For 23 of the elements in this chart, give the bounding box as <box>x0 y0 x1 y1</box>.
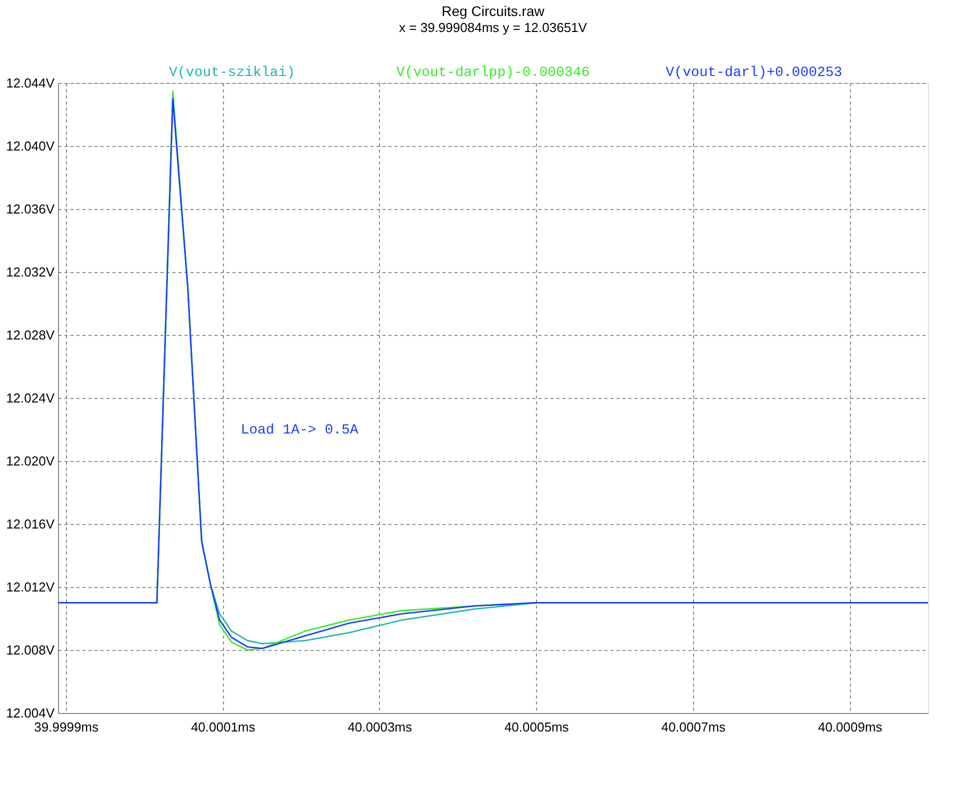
text: V(vout-darl)+0.000253 <box>666 65 842 81</box>
chart-subtitle: x = 39.999084ms y = 12.03651V <box>399 20 588 35</box>
x-tick-label: 40.0009ms <box>818 720 883 734</box>
y-tick-label: 12.032V <box>6 264 55 280</box>
y-tick-label: 12.028V <box>6 328 55 342</box>
text: V(vout-darlpp)-0.000346 <box>396 65 590 81</box>
series-label: V(vout-sziklai) <box>168 65 296 81</box>
y-tick-label: 12.016V <box>6 516 55 532</box>
chart-title: Reg Circuits.raw <box>442 3 546 19</box>
y-tick-label: 12.008V <box>6 642 55 658</box>
y-tick-label: 12.012V <box>6 580 55 594</box>
x-tick-label: 40.0007ms <box>661 720 726 734</box>
y-tick-label: 12.024V <box>6 390 55 406</box>
y-tick-label: 12.020V <box>6 454 55 468</box>
x-tick-label: 40.0003ms <box>348 720 413 734</box>
y-tick-label: 12.040V <box>6 138 55 154</box>
y-tick-label: 12.044V <box>6 76 55 90</box>
x-tick-label: 40.0001ms <box>190 720 256 734</box>
annotation: Load 1A-> 0.5A <box>240 422 359 438</box>
x-tick-label: 40.0005ms <box>504 720 570 734</box>
y-tick-label: 12.004V <box>6 706 55 720</box>
y-tick-label: 12.036V <box>6 202 55 216</box>
x-tick-label: 39.9999ms <box>34 720 99 734</box>
